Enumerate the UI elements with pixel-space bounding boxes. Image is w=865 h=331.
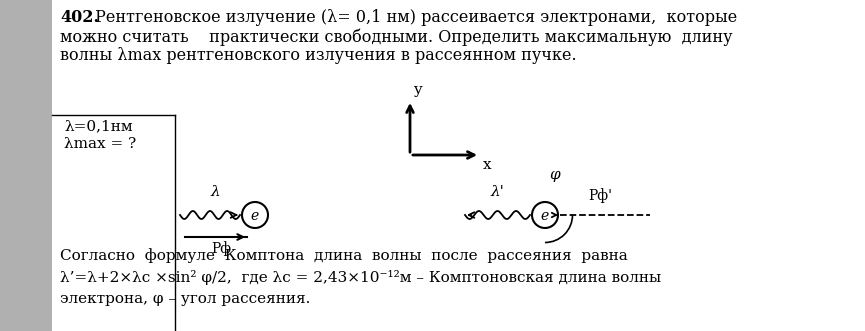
Circle shape	[532, 202, 558, 228]
Text: λ: λ	[210, 185, 220, 199]
Text: Рф: Рф	[211, 241, 231, 256]
Text: y: y	[413, 83, 421, 97]
Text: λ’=λ+2×λс ×sin² φ/2,  где λс = 2,43×10⁻¹²м – Комптоновская длина волны: λ’=λ+2×λс ×sin² φ/2, где λс = 2,43×10⁻¹²…	[60, 270, 661, 285]
Circle shape	[242, 202, 268, 228]
Text: x: x	[483, 158, 491, 172]
Text: Рентгеновское излучение (λ= 0,1 нм) рассеивается электронами,  которые: Рентгеновское излучение (λ= 0,1 нм) расс…	[90, 9, 737, 26]
Text: e: e	[541, 209, 549, 223]
Text: Рф': Рф'	[588, 188, 612, 203]
Text: волны λmax рентгеновского излучения в рассеянном пучке.: волны λmax рентгеновского излучения в ра…	[60, 47, 577, 64]
Text: Согласно  формуле  Комптона  длина  волны  после  рассеяния  равна: Согласно формуле Комптона длина волны по…	[60, 248, 628, 263]
Text: φ: φ	[549, 168, 561, 182]
Text: 402.: 402.	[60, 9, 99, 26]
Text: можно считать    практически свободными. Определить максимальную  длину: можно считать практически свободными. Оп…	[60, 28, 733, 45]
Text: λ=0,1нм: λ=0,1нм	[64, 119, 132, 133]
Text: e: e	[251, 209, 260, 223]
Text: λmax = ?: λmax = ?	[64, 137, 137, 151]
Text: λ': λ'	[490, 185, 504, 199]
Text: электрона, φ – угол рассеяния.: электрона, φ – угол рассеяния.	[60, 292, 311, 306]
